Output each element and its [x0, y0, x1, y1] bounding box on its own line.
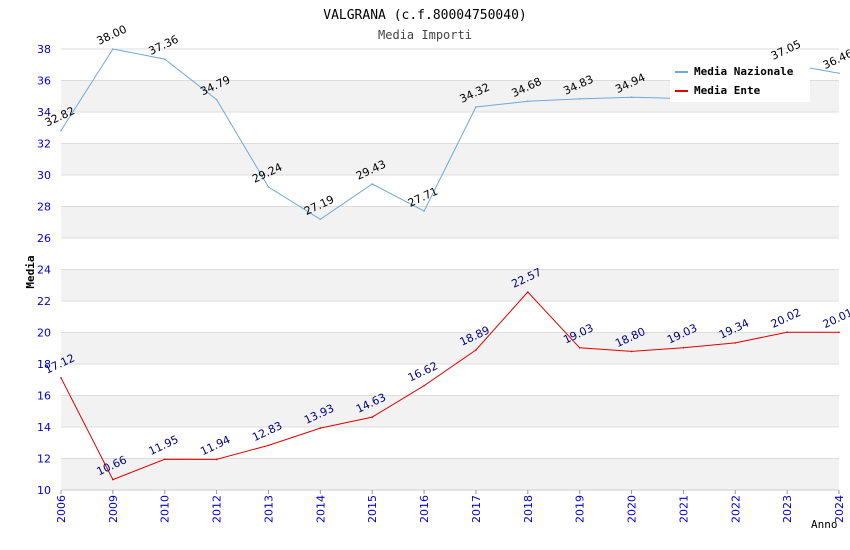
data-point	[267, 444, 270, 447]
y-tick-label: 24	[37, 264, 51, 277]
y-axis-ticks: 10 12 14 16 18 20 22 24 26 28 30 32 34 36 38	[37, 43, 51, 497]
x-tick-label: 2016	[418, 495, 431, 523]
data-point	[578, 98, 581, 100]
data-label: 37.36	[147, 33, 181, 58]
y-tick-label: 14	[37, 421, 51, 434]
data-point	[267, 186, 270, 188]
data-point	[371, 416, 374, 418]
y-tick-label: 28	[37, 201, 51, 214]
data-point	[475, 106, 477, 108]
x-tick-label: 2014	[314, 495, 327, 523]
x-tick-label: 2012	[211, 495, 224, 523]
data-label: 11.94	[198, 433, 232, 458]
data-point	[215, 458, 218, 461]
x-tick-label: 2019	[574, 495, 587, 523]
data-label: 20.01	[821, 306, 850, 331]
data-label: 17.12	[43, 351, 77, 376]
x-axis-ticks: 2006 2009 2010 2012 2013 2014 2015 2016 2017 2018…	[55, 489, 846, 523]
y-tick-label: 36	[37, 75, 51, 88]
data-point	[630, 96, 633, 98]
grid-band	[61, 269, 839, 301]
data-point	[60, 377, 62, 379]
data-point	[423, 210, 425, 212]
y-tick-label: 34	[37, 106, 51, 119]
grid-bands	[61, 80, 839, 490]
y-tick-label: 38	[37, 43, 51, 56]
data-point	[475, 349, 477, 351]
legend-label-media-nazionale: Media Nazionale	[694, 65, 794, 78]
y-tick-label: 22	[37, 295, 51, 308]
data-point	[838, 331, 840, 334]
chart-title: VALGRANA (c.f.80004750040)	[323, 8, 527, 23]
y-tick-label: 12	[37, 453, 51, 466]
data-point	[578, 346, 581, 349]
legend-label-media-ente: Media Ente	[694, 84, 761, 97]
data-label: 20.02	[769, 306, 803, 331]
data-point	[423, 384, 425, 387]
data-point	[682, 346, 685, 349]
data-point	[319, 427, 322, 429]
data-point	[786, 331, 788, 333]
x-tick-label: 2017	[470, 495, 483, 523]
x-tick-label: 2009	[107, 495, 120, 523]
x-tick-label: 2022	[729, 495, 742, 523]
y-tick-label: 18	[37, 358, 51, 371]
y-axis-label: Media	[24, 255, 37, 288]
data-point	[60, 129, 62, 132]
grid-band	[61, 395, 839, 427]
x-tick-label: 2015	[366, 495, 379, 523]
x-tick-label: 2023	[781, 495, 794, 523]
x-tick-label: 2018	[522, 495, 535, 523]
x-axis-label: Anno	[811, 518, 838, 531]
x-tick-label: 2020	[626, 495, 639, 523]
y-tick-label: 16	[37, 390, 51, 403]
data-point	[319, 218, 322, 221]
data-point	[163, 58, 166, 60]
legend: Media Nazionale Media Ente	[670, 60, 810, 102]
y-tick-label: 30	[37, 169, 51, 182]
legend-background	[670, 60, 810, 102]
x-tick-label: 2024	[833, 495, 846, 523]
data-label: 38.00	[95, 23, 129, 48]
y-tick-label: 20	[37, 327, 51, 340]
data-point	[371, 183, 374, 185]
data-point	[527, 291, 529, 293]
chart-subtitle: Media Importi	[378, 28, 472, 42]
data-label: 37.05	[769, 38, 803, 63]
data-point	[630, 350, 633, 353]
y-tick-label: 26	[37, 232, 51, 245]
x-tick-label: 2006	[55, 495, 68, 523]
grid-band	[61, 458, 839, 490]
grid-band	[61, 332, 839, 364]
data-point	[112, 478, 114, 481]
data-point	[527, 100, 529, 103]
data-point	[215, 98, 218, 101]
grid-band	[61, 206, 839, 238]
x-tick-label: 2021	[677, 495, 690, 523]
data-label: 11.95	[147, 433, 181, 458]
data-point	[112, 48, 114, 50]
x-tick-label: 2010	[159, 495, 172, 523]
series-line-media-ente	[60, 291, 840, 481]
data-label: 36.46	[821, 47, 850, 72]
data-point	[838, 72, 840, 75]
y-tick-label: 32	[37, 138, 51, 151]
data-point	[734, 342, 737, 344]
y-tick-label: 10	[37, 484, 51, 497]
data-point	[163, 458, 166, 461]
x-tick-label: 2013	[262, 495, 275, 523]
